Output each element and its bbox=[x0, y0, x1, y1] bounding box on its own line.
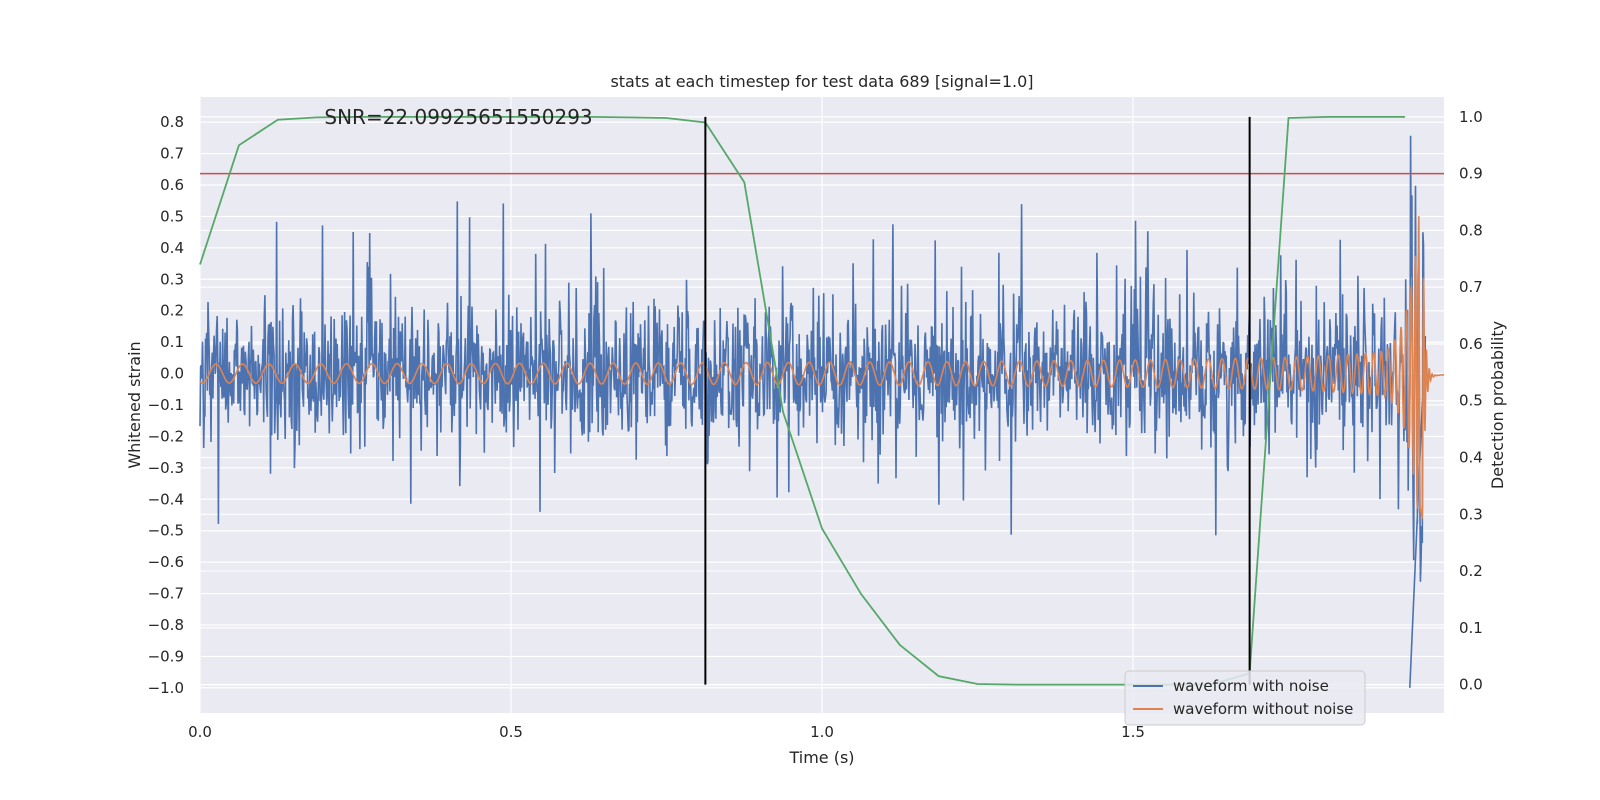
axis-ticks: 0.0 0.5 1.0 1.5 0.8 0.7 0.6 0.5 0.4 0.3 0.2 0.1 0.0 −… bbox=[148, 108, 1483, 741]
y-tick-label-left: −1.0 bbox=[148, 679, 184, 697]
y-tick-label-left: −0.3 bbox=[148, 459, 184, 477]
y-tick-label-left: 0.4 bbox=[160, 239, 184, 257]
snr-annotation: SNR=22.09925651550293 bbox=[324, 105, 592, 129]
y-tick-label-right: 1.0 bbox=[1459, 108, 1483, 126]
x-tick-label: 1.0 bbox=[810, 723, 834, 741]
clean-waveform-line bbox=[199, 216, 1444, 519]
y-tick-label-left: 0.7 bbox=[160, 145, 184, 163]
y-tick-label-left: −0.6 bbox=[148, 553, 184, 571]
y-axis-label-right: Detection probability bbox=[1488, 321, 1507, 489]
y-tick-label-left: −0.9 bbox=[148, 647, 184, 665]
x-axis-label: Time (s) bbox=[788, 748, 854, 767]
x-tick-label: 0.5 bbox=[499, 723, 523, 741]
marker-lines bbox=[704, 116, 1251, 685]
y-tick-label-right: 0.4 bbox=[1459, 449, 1483, 467]
y-tick-label-left: −0.8 bbox=[148, 616, 184, 634]
y-tick-label-left: 0.5 bbox=[160, 207, 184, 225]
y-tick-label-right: 0.3 bbox=[1459, 505, 1483, 523]
y-tick-label-right: 0.1 bbox=[1459, 619, 1483, 637]
y-tick-label-right: 0.9 bbox=[1459, 165, 1483, 183]
y-tick-label-left: 0.6 bbox=[160, 176, 184, 194]
y-tick-label-right: 0.8 bbox=[1459, 221, 1483, 239]
chart-title: stats at each timestep for test data 689… bbox=[610, 72, 1033, 91]
legend-box bbox=[1124, 670, 1366, 726]
y-tick-label-left: 0.1 bbox=[160, 333, 184, 351]
x-tick-label: 1.5 bbox=[1121, 723, 1145, 741]
y-tick-label-left: −0.1 bbox=[148, 396, 184, 414]
y-tick-label-right: 0.0 bbox=[1459, 676, 1483, 694]
y-tick-label-right: 0.6 bbox=[1459, 335, 1483, 353]
legend-label-noise: waveform with noise bbox=[1173, 677, 1329, 695]
legend-label-clean: waveform without noise bbox=[1173, 700, 1353, 718]
y-tick-label-left: 0.0 bbox=[160, 365, 184, 383]
y-tick-label-left: 0.3 bbox=[160, 270, 184, 288]
y-tick-label-left: −0.5 bbox=[148, 522, 184, 540]
y-tick-label-left: −0.4 bbox=[148, 490, 184, 508]
y-tick-label-left: 0.2 bbox=[160, 302, 184, 320]
y-tick-label-left: −0.7 bbox=[148, 585, 184, 603]
y-tick-label-right: 0.5 bbox=[1459, 392, 1483, 410]
series-waveform-without-noise bbox=[199, 216, 1444, 519]
y-axis-label-left: Whitened strain bbox=[125, 341, 144, 468]
legend: waveform with noise waveform without noi… bbox=[1124, 670, 1366, 726]
y-tick-label-right: 0.7 bbox=[1459, 278, 1483, 296]
x-tick-label: 0.0 bbox=[188, 723, 212, 741]
y-tick-label-left: −0.2 bbox=[148, 427, 184, 445]
y-tick-label-left: 0.8 bbox=[160, 113, 184, 131]
y-tick-label-right: 0.2 bbox=[1459, 562, 1483, 580]
